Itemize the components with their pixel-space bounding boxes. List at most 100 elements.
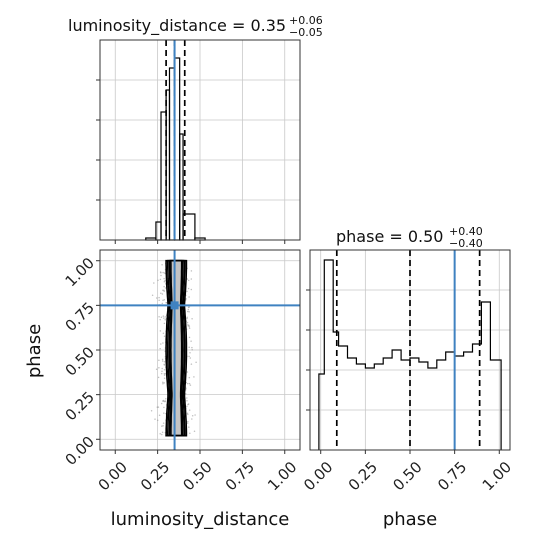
joint-scatter-sample bbox=[191, 418, 193, 420]
joint-scatter-sample bbox=[160, 402, 163, 405]
joint-scatter-sample bbox=[190, 278, 193, 280]
ld-histogram-bar-1 bbox=[155, 221, 162, 241]
joint-scatter-sample bbox=[154, 418, 156, 420]
phase-title-minus: −0.40 bbox=[449, 237, 483, 250]
joint-scatter-sample bbox=[155, 368, 158, 370]
joint-scatter-sample bbox=[164, 319, 166, 321]
joint-xtick-label-1: 0.25 bbox=[137, 458, 173, 494]
phase-histogram-bar-5 bbox=[356, 364, 365, 450]
phase-xtick-label-1: 0.25 bbox=[345, 458, 381, 494]
joint-scatter-sample bbox=[160, 316, 163, 318]
phase-histogram-bar-4 bbox=[348, 358, 357, 450]
phase-histogram-bar-10 bbox=[401, 360, 410, 450]
joint-scatter-sample bbox=[159, 278, 162, 281]
joint-xtick-label-3: 0.75 bbox=[222, 458, 258, 494]
y-axis-label-phase: phase bbox=[24, 324, 45, 378]
joint-scatter-sample bbox=[163, 290, 165, 292]
joint-scatter-sample bbox=[156, 419, 159, 421]
joint-scatter-sample bbox=[189, 357, 192, 359]
joint-scatter-sample bbox=[160, 292, 162, 294]
joint-contour-line-1 bbox=[167, 259, 186, 437]
joint-scatter-sample bbox=[163, 372, 166, 375]
joint-scatter-sample bbox=[190, 363, 193, 365]
phase-histogram-bar-9 bbox=[392, 350, 401, 450]
joint-scatter-sample bbox=[162, 289, 164, 291]
joint-scatter-sample bbox=[186, 310, 189, 313]
phase-histogram-bar-14 bbox=[437, 360, 446, 450]
phase-histogram-bar-8 bbox=[383, 358, 392, 450]
joint-scatter-sample bbox=[160, 343, 162, 345]
joint-scatter-sample bbox=[186, 278, 189, 280]
joint-scatter-sample bbox=[158, 315, 160, 318]
luminosity-distance-title-minus: −0.05 bbox=[289, 26, 323, 39]
joint-scatter-sample bbox=[187, 403, 189, 406]
joint-scatter-sample bbox=[190, 270, 193, 272]
joint-ytick-label-2: 0.50 bbox=[62, 343, 98, 379]
joint-ytick-label-4: 1.00 bbox=[62, 254, 98, 290]
joint-scatter-sample bbox=[158, 296, 160, 299]
phase-xtick-label-2: 0.50 bbox=[389, 458, 425, 494]
joint-scatter-sample bbox=[158, 359, 160, 361]
joint-scatter-sample bbox=[186, 422, 189, 424]
joint-truth-marker bbox=[170, 301, 179, 310]
joint-scatter-sample bbox=[164, 400, 167, 402]
joint-scatter-sample bbox=[186, 317, 188, 320]
joint-scatter-sample bbox=[189, 352, 191, 354]
joint-scatter-sample bbox=[161, 431, 164, 433]
joint-scatter-sample bbox=[187, 420, 189, 423]
phase-histogram-bar-19 bbox=[481, 302, 490, 450]
joint-scatter-sample bbox=[161, 358, 164, 361]
joint-contour-line-0 bbox=[165, 259, 188, 437]
joint-scatter-sample bbox=[159, 318, 161, 321]
joint-scatter-sample bbox=[161, 302, 164, 305]
phase-histogram-outline bbox=[318, 259, 502, 450]
joint-scatter-sample bbox=[155, 297, 158, 299]
joint-scatter-sample bbox=[163, 285, 165, 288]
joint-scatter-sample bbox=[163, 277, 165, 280]
joint-scatter-sample bbox=[186, 399, 188, 402]
joint-scatter-sample bbox=[186, 397, 188, 399]
phase-xtick-label-3: 0.75 bbox=[434, 458, 470, 494]
joint-scatter-sample bbox=[193, 376, 195, 378]
joint-scatter-sample bbox=[153, 282, 155, 284]
joint-contour-line-3 bbox=[169, 259, 183, 437]
joint-scatter-sample bbox=[190, 288, 193, 291]
phase-histogram-bar-0 bbox=[319, 374, 324, 450]
joint-scatter-sample bbox=[156, 406, 159, 408]
joint-scatter-sample bbox=[162, 315, 165, 317]
luminosity-distance-title: luminosity_distance = 0.35 bbox=[68, 16, 286, 36]
joint-scatter-sample bbox=[187, 325, 189, 327]
phase-histogram-bar-17 bbox=[464, 352, 473, 450]
joint-scatter-sample bbox=[159, 347, 161, 350]
joint-scatter-sample bbox=[162, 382, 164, 385]
joint-scatter-sample bbox=[188, 336, 191, 339]
phase-xtick-label-4: 1.00 bbox=[479, 458, 515, 494]
joint-ytick-label-1: 0.25 bbox=[62, 388, 98, 424]
phase-xtick-label-0: 0.00 bbox=[300, 458, 336, 494]
joint-scatter-sample bbox=[161, 360, 164, 362]
joint-scatter-sample bbox=[160, 274, 162, 277]
joint-scatter-sample bbox=[188, 355, 190, 358]
joint-scatter-sample bbox=[188, 409, 191, 411]
joint-scatter-sample bbox=[188, 311, 190, 313]
joint-scatter-sample bbox=[191, 346, 193, 349]
joint-scatter-sample bbox=[163, 299, 166, 301]
joint-scatter-sample bbox=[189, 432, 191, 434]
joint-scatter-sample bbox=[162, 342, 164, 344]
joint-scatter-sample bbox=[186, 371, 189, 373]
joint-scatter-sample bbox=[191, 348, 193, 351]
joint-scatter-sample bbox=[161, 263, 163, 266]
joint-scatter-sample bbox=[193, 430, 196, 433]
joint-scatter-sample bbox=[186, 321, 189, 324]
luminosity-distance-marginal-panel bbox=[96, 39, 301, 244]
joint-scatter-sample bbox=[163, 360, 166, 363]
joint-scatter-sample bbox=[163, 406, 165, 409]
joint-scatter-sample bbox=[190, 340, 192, 342]
joint-scatter-sample bbox=[188, 376, 191, 379]
joint-scatter-sample bbox=[151, 294, 154, 297]
joint-scatter-sample bbox=[163, 281, 166, 283]
joint-scatter-sample bbox=[165, 301, 168, 304]
joint-scatter-sample bbox=[162, 299, 164, 301]
joint-scatter-sample bbox=[184, 392, 187, 395]
